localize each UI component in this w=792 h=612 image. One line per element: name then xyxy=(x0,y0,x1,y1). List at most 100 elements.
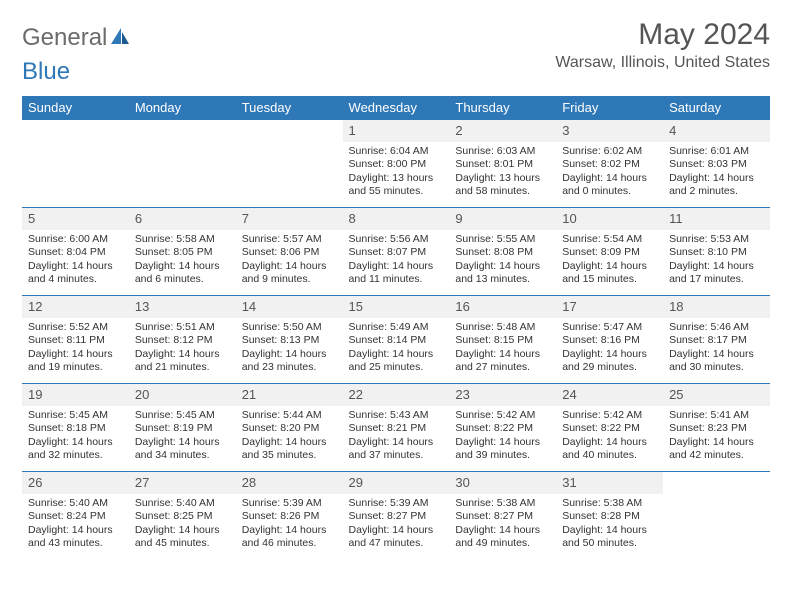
sunset-line: Sunset: 8:03 PM xyxy=(669,158,764,171)
daylight-line: Daylight: 14 hours and 50 minutes. xyxy=(562,524,657,550)
daylight-line: Daylight: 14 hours and 42 minutes. xyxy=(669,436,764,462)
day-number: 23 xyxy=(449,384,556,406)
sunrise-line: Sunrise: 5:42 AM xyxy=(562,409,657,422)
sunset-line: Sunset: 8:18 PM xyxy=(28,422,123,435)
weekday-header-row: SundayMondayTuesdayWednesdayThursdayFrid… xyxy=(22,96,770,120)
calendar-empty-cell xyxy=(663,472,770,560)
daylight-line: Daylight: 14 hours and 37 minutes. xyxy=(349,436,444,462)
day-data: Sunrise: 6:02 AMSunset: 8:02 PMDaylight:… xyxy=(556,142,663,202)
calendar-week-row: 5Sunrise: 6:00 AMSunset: 8:04 PMDaylight… xyxy=(22,208,770,296)
daylight-line: Daylight: 14 hours and 23 minutes. xyxy=(242,348,337,374)
sunrise-line: Sunrise: 5:58 AM xyxy=(135,233,230,246)
day-number: 14 xyxy=(236,296,343,318)
day-number: 24 xyxy=(556,384,663,406)
day-data: Sunrise: 5:47 AMSunset: 8:16 PMDaylight:… xyxy=(556,318,663,378)
calendar-day-cell: 21Sunrise: 5:44 AMSunset: 8:20 PMDayligh… xyxy=(236,384,343,472)
calendar-week-row: 12Sunrise: 5:52 AMSunset: 8:11 PMDayligh… xyxy=(22,296,770,384)
sunset-line: Sunset: 8:17 PM xyxy=(669,334,764,347)
day-data: Sunrise: 5:39 AMSunset: 8:26 PMDaylight:… xyxy=(236,494,343,554)
sunrise-line: Sunrise: 5:47 AM xyxy=(562,321,657,334)
day-number: 5 xyxy=(22,208,129,230)
sunrise-line: Sunrise: 5:40 AM xyxy=(135,497,230,510)
calendar-day-cell: 13Sunrise: 5:51 AMSunset: 8:12 PMDayligh… xyxy=(129,296,236,384)
sunset-line: Sunset: 8:12 PM xyxy=(135,334,230,347)
day-data: Sunrise: 5:49 AMSunset: 8:14 PMDaylight:… xyxy=(343,318,450,378)
day-data: Sunrise: 6:00 AMSunset: 8:04 PMDaylight:… xyxy=(22,230,129,290)
sunset-line: Sunset: 8:15 PM xyxy=(455,334,550,347)
day-number: 12 xyxy=(22,296,129,318)
sunrise-line: Sunrise: 6:01 AM xyxy=(669,145,764,158)
day-number: 18 xyxy=(663,296,770,318)
weekday-header: Sunday xyxy=(22,96,129,120)
sunrise-line: Sunrise: 5:48 AM xyxy=(455,321,550,334)
daylight-line: Daylight: 14 hours and 39 minutes. xyxy=(455,436,550,462)
daylight-line: Daylight: 14 hours and 45 minutes. xyxy=(135,524,230,550)
daylight-line: Daylight: 14 hours and 19 minutes. xyxy=(28,348,123,374)
sunset-line: Sunset: 8:10 PM xyxy=(669,246,764,259)
day-data: Sunrise: 5:46 AMSunset: 8:17 PMDaylight:… xyxy=(663,318,770,378)
day-data: Sunrise: 5:45 AMSunset: 8:19 PMDaylight:… xyxy=(129,406,236,466)
daylight-line: Daylight: 14 hours and 25 minutes. xyxy=(349,348,444,374)
sunset-line: Sunset: 8:16 PM xyxy=(562,334,657,347)
day-number: 22 xyxy=(343,384,450,406)
calendar-day-cell: 6Sunrise: 5:58 AMSunset: 8:05 PMDaylight… xyxy=(129,208,236,296)
weekday-header: Tuesday xyxy=(236,96,343,120)
calendar-day-cell: 5Sunrise: 6:00 AMSunset: 8:04 PMDaylight… xyxy=(22,208,129,296)
calendar-day-cell: 17Sunrise: 5:47 AMSunset: 8:16 PMDayligh… xyxy=(556,296,663,384)
calendar-day-cell: 23Sunrise: 5:42 AMSunset: 8:22 PMDayligh… xyxy=(449,384,556,472)
daylight-line: Daylight: 14 hours and 32 minutes. xyxy=(28,436,123,462)
daylight-line: Daylight: 14 hours and 13 minutes. xyxy=(455,260,550,286)
calendar-day-cell: 8Sunrise: 5:56 AMSunset: 8:07 PMDaylight… xyxy=(343,208,450,296)
day-number: 3 xyxy=(556,120,663,142)
logo: General xyxy=(22,18,133,52)
sunrise-line: Sunrise: 6:04 AM xyxy=(349,145,444,158)
calendar-day-cell: 29Sunrise: 5:39 AMSunset: 8:27 PMDayligh… xyxy=(343,472,450,560)
weekday-header: Monday xyxy=(129,96,236,120)
day-number: 29 xyxy=(343,472,450,494)
logo-sail-icon xyxy=(109,26,131,51)
day-data: Sunrise: 5:51 AMSunset: 8:12 PMDaylight:… xyxy=(129,318,236,378)
daylight-line: Daylight: 14 hours and 9 minutes. xyxy=(242,260,337,286)
sunset-line: Sunset: 8:25 PM xyxy=(135,510,230,523)
daylight-line: Daylight: 14 hours and 15 minutes. xyxy=(562,260,657,286)
calendar-empty-cell xyxy=(22,120,129,208)
day-data: Sunrise: 5:54 AMSunset: 8:09 PMDaylight:… xyxy=(556,230,663,290)
calendar-empty-cell xyxy=(129,120,236,208)
sunset-line: Sunset: 8:19 PM xyxy=(135,422,230,435)
sunset-line: Sunset: 8:21 PM xyxy=(349,422,444,435)
sunset-line: Sunset: 8:06 PM xyxy=(242,246,337,259)
sunrise-line: Sunrise: 5:51 AM xyxy=(135,321,230,334)
day-number: 25 xyxy=(663,384,770,406)
daylight-line: Daylight: 14 hours and 49 minutes. xyxy=(455,524,550,550)
sunset-line: Sunset: 8:07 PM xyxy=(349,246,444,259)
sunrise-line: Sunrise: 5:57 AM xyxy=(242,233,337,246)
calendar-day-cell: 31Sunrise: 5:38 AMSunset: 8:28 PMDayligh… xyxy=(556,472,663,560)
sunrise-line: Sunrise: 5:41 AM xyxy=(669,409,764,422)
sunset-line: Sunset: 8:00 PM xyxy=(349,158,444,171)
day-number: 26 xyxy=(22,472,129,494)
calendar-day-cell: 1Sunrise: 6:04 AMSunset: 8:00 PMDaylight… xyxy=(343,120,450,208)
sunset-line: Sunset: 8:08 PM xyxy=(455,246,550,259)
sunset-line: Sunset: 8:26 PM xyxy=(242,510,337,523)
sunrise-line: Sunrise: 5:46 AM xyxy=(669,321,764,334)
sunrise-line: Sunrise: 5:53 AM xyxy=(669,233,764,246)
sunrise-line: Sunrise: 5:49 AM xyxy=(349,321,444,334)
calendar-day-cell: 15Sunrise: 5:49 AMSunset: 8:14 PMDayligh… xyxy=(343,296,450,384)
daylight-line: Daylight: 14 hours and 35 minutes. xyxy=(242,436,337,462)
calendar-day-cell: 2Sunrise: 6:03 AMSunset: 8:01 PMDaylight… xyxy=(449,120,556,208)
daylight-line: Daylight: 14 hours and 46 minutes. xyxy=(242,524,337,550)
sunrise-line: Sunrise: 5:55 AM xyxy=(455,233,550,246)
sunrise-line: Sunrise: 5:40 AM xyxy=(28,497,123,510)
daylight-line: Daylight: 14 hours and 30 minutes. xyxy=(669,348,764,374)
calendar-day-cell: 25Sunrise: 5:41 AMSunset: 8:23 PMDayligh… xyxy=(663,384,770,472)
weekday-header: Saturday xyxy=(663,96,770,120)
sunrise-line: Sunrise: 6:03 AM xyxy=(455,145,550,158)
day-number: 6 xyxy=(129,208,236,230)
sunset-line: Sunset: 8:27 PM xyxy=(349,510,444,523)
sunset-line: Sunset: 8:13 PM xyxy=(242,334,337,347)
day-data: Sunrise: 5:45 AMSunset: 8:18 PMDaylight:… xyxy=(22,406,129,466)
sunset-line: Sunset: 8:04 PM xyxy=(28,246,123,259)
sunset-line: Sunset: 8:28 PM xyxy=(562,510,657,523)
calendar-day-cell: 4Sunrise: 6:01 AMSunset: 8:03 PMDaylight… xyxy=(663,120,770,208)
day-data: Sunrise: 5:40 AMSunset: 8:25 PMDaylight:… xyxy=(129,494,236,554)
